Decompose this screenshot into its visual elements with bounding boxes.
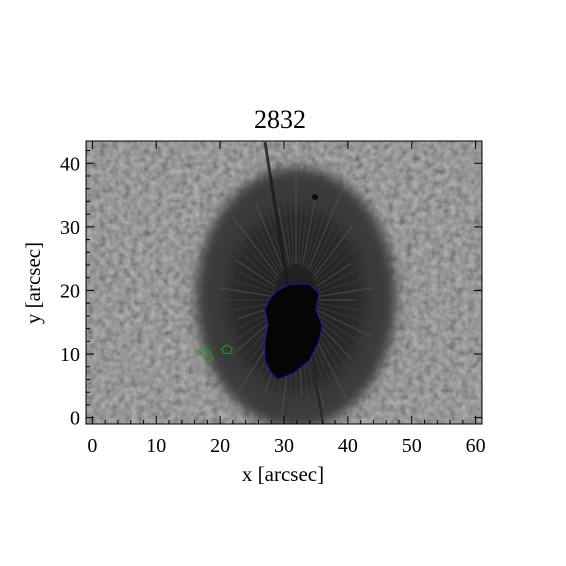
penumbral-filament (311, 224, 344, 275)
penumbral-filament (230, 214, 280, 278)
penumbral-filament (301, 198, 316, 266)
penumbral-filament (230, 230, 278, 281)
penumbral-filament (317, 268, 360, 291)
penumbral-filament (317, 276, 367, 294)
x-tick-label: 60 (466, 435, 486, 457)
penumbral-filament (277, 207, 291, 266)
penumbral-filament (282, 196, 293, 265)
chart-title: 2832 (254, 105, 306, 134)
dark-fibril (263, 141, 292, 301)
penumbral-filament (317, 306, 367, 324)
green-contour-left (198, 347, 214, 363)
y-axis-label: y [arcsec] (21, 242, 45, 324)
penumbral-filament (213, 273, 275, 294)
penumbral-filament (317, 309, 371, 337)
penumbral-filament (305, 189, 334, 269)
penumbral-filament (218, 287, 274, 298)
x-tick-label: 10 (146, 435, 166, 457)
umbra (264, 284, 323, 380)
penumbral-filament (315, 316, 350, 346)
x-tick-label: 50 (402, 435, 422, 457)
y-tick-label: 40 (60, 153, 80, 175)
x-tick-label: 20 (210, 435, 230, 457)
penumbral-filament (314, 230, 362, 281)
x-tick-label: 30 (274, 435, 294, 457)
penumbral-filament (258, 189, 287, 269)
y-tick-label: 0 (70, 408, 80, 430)
penumbral-filament (288, 185, 295, 265)
penumbral-filament (299, 205, 309, 265)
penumbral-filaments (213, 166, 375, 424)
penumbral-filament (238, 271, 275, 291)
pore (312, 194, 318, 200)
penumbral-filament (252, 231, 281, 275)
penumbral-filament (316, 313, 375, 353)
penumbral-filament (309, 225, 335, 273)
umbra-contour (264, 283, 323, 381)
x-axis-ticks: 0 10 20 30 40 50 60 (87, 141, 486, 457)
x-axis-label: x [arcsec] (242, 462, 324, 486)
green-contour-right (220, 344, 233, 354)
y-tick-label: 30 (60, 217, 80, 239)
y-tick-label: 10 (60, 344, 80, 366)
x-tick-label: 40 (338, 435, 358, 457)
penumbral-filament (255, 203, 285, 271)
penumbral-filament (318, 302, 362, 312)
y-axis-ticks: 0 10 20 30 40 (60, 150, 482, 430)
penumbral-filament (234, 258, 276, 287)
penumbral-filament (318, 287, 374, 298)
penumbral-filament (303, 193, 325, 267)
penumbral-filament (230, 302, 274, 312)
penumbral-filament (307, 187, 344, 271)
penumbral-filament (253, 218, 283, 273)
penumbral-filament (315, 236, 371, 284)
sunspot-image (86, 141, 482, 424)
penumbral-filament (215, 309, 275, 340)
x-tick-label: 0 (87, 435, 97, 457)
penumbral-filament (312, 226, 353, 278)
penumbral-filament (297, 166, 305, 265)
y-tick-label: 20 (60, 280, 80, 302)
penumbral-filament (316, 262, 352, 287)
penumbral-filament (232, 245, 277, 284)
contour-layer (198, 283, 323, 381)
